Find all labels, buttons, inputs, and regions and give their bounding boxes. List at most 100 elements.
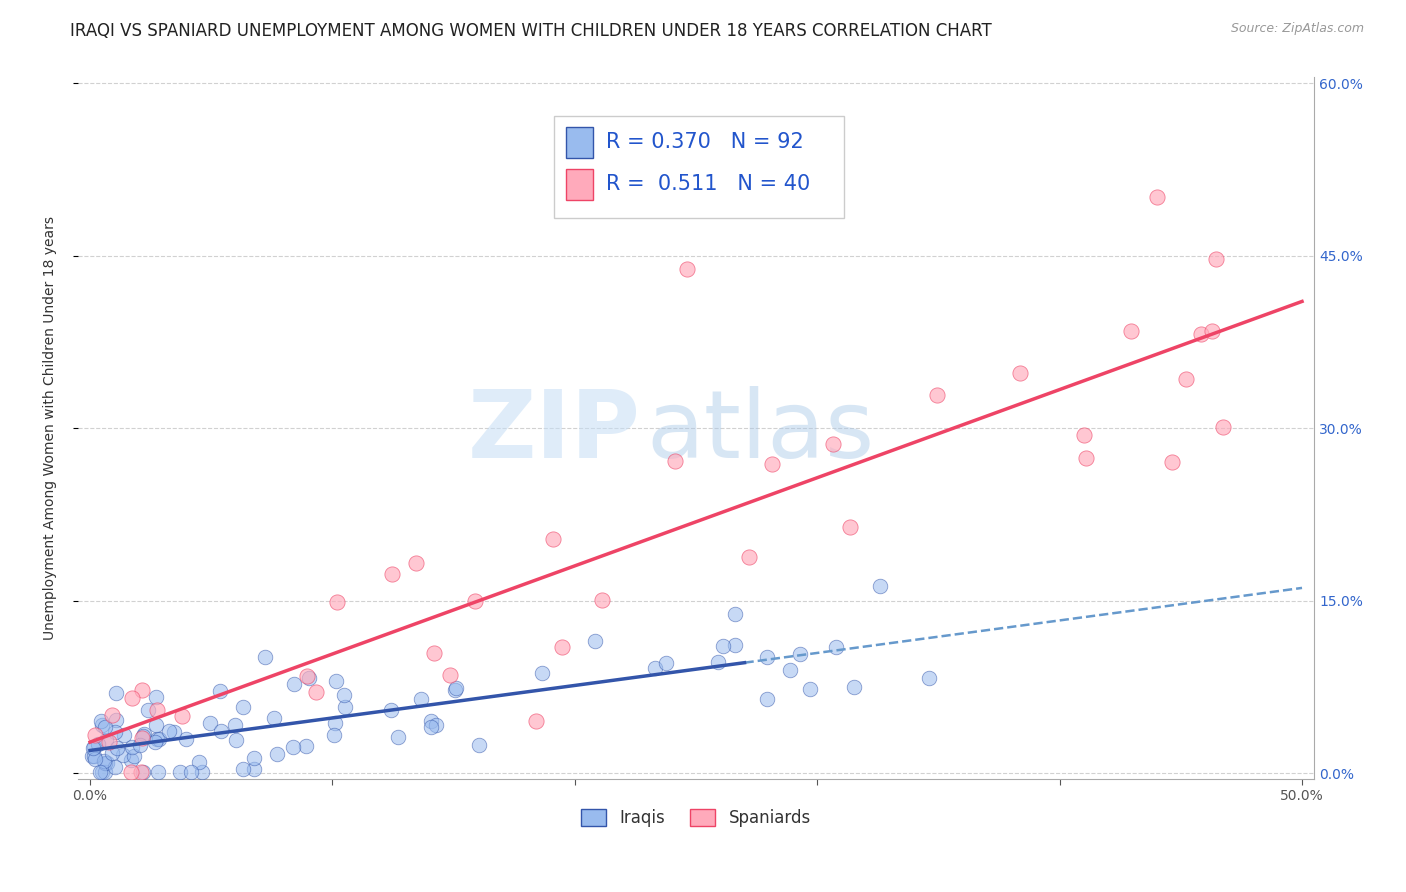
Point (446, 681, 468, 696)
Point (1201, 324, 1223, 338)
Point (464, 593, 486, 607)
Point (333, 700, 356, 714)
Point (82, 741, 104, 756)
Point (86, 737, 108, 751)
Point (1212, 419, 1234, 434)
Point (737, 549, 759, 564)
Point (82, 749, 104, 764)
Point (83, 728, 105, 742)
Point (823, 437, 845, 451)
Point (468, 738, 491, 752)
Point (326, 595, 349, 609)
Point (869, 579, 891, 593)
Point (263, 711, 285, 725)
Point (146, 731, 169, 746)
Point (1073, 427, 1095, 442)
Point (131, 731, 153, 745)
Point (295, 739, 318, 753)
Point (298, 671, 321, 685)
Point (842, 680, 865, 694)
Point (423, 646, 446, 660)
Point (779, 663, 801, 677)
Text: Source: ZipAtlas.com: Source: ZipAtlas.com (1230, 22, 1364, 36)
Point (136, 703, 159, 717)
Point (163, 725, 186, 739)
Point (132, 764, 155, 779)
Point (84, 752, 107, 766)
FancyBboxPatch shape (554, 116, 845, 218)
Point (927, 388, 949, 402)
Point (1205, 252, 1227, 267)
Point (1119, 324, 1142, 338)
Point (756, 649, 779, 664)
Text: ZIP: ZIP (468, 385, 640, 478)
Y-axis label: Unemployment Among Women with Children Under 18 years: Unemployment Among Women with Children U… (44, 216, 58, 640)
Point (101, 707, 124, 722)
Point (439, 667, 461, 681)
Point (96, 756, 118, 770)
Point (1160, 455, 1182, 469)
Point (664, 454, 686, 468)
Point (121, 691, 143, 706)
Point (724, 607, 747, 621)
Point (323, 728, 346, 742)
Point (232, 762, 254, 776)
Point (283, 676, 305, 690)
Point (387, 730, 409, 744)
Point (129, 764, 152, 779)
Text: R =  0.511   N = 40: R = 0.511 N = 40 (606, 174, 810, 194)
Point (94, 756, 117, 770)
Point (707, 655, 730, 669)
Point (96, 732, 118, 747)
Point (724, 638, 747, 652)
Point (409, 692, 432, 706)
Point (420, 720, 443, 734)
Point (420, 714, 443, 728)
Point (124, 748, 146, 763)
Text: R = 0.370   N = 92: R = 0.370 N = 92 (606, 132, 804, 152)
Point (83, 740, 105, 755)
Point (170, 709, 193, 723)
Point (104, 760, 127, 774)
Point (191, 764, 214, 779)
Point (1008, 366, 1031, 380)
Point (323, 716, 346, 731)
Point (530, 666, 553, 681)
Point (104, 725, 127, 739)
Point (180, 764, 202, 779)
Point (242, 750, 264, 764)
Point (524, 714, 547, 729)
Point (169, 764, 191, 779)
Point (143, 734, 166, 748)
Point (761, 457, 783, 471)
Point (93, 764, 115, 779)
Point (711, 640, 734, 654)
Point (112, 748, 135, 763)
Point (128, 738, 150, 752)
Point (134, 727, 156, 741)
Point (799, 681, 821, 696)
Text: IRAQI VS SPANIARD UNEMPLOYMENT AMONG WOMEN WITH CHILDREN UNDER 18 YEARS CORRELAT: IRAQI VS SPANIARD UNEMPLOYMENT AMONG WOM… (70, 22, 993, 40)
Point (405, 556, 427, 570)
Point (425, 718, 447, 732)
Point (120, 764, 142, 779)
Point (174, 731, 197, 746)
Point (131, 682, 153, 697)
Point (281, 739, 304, 754)
Point (112, 728, 135, 742)
Point (232, 700, 254, 714)
Point (105, 685, 128, 699)
Point (93, 754, 115, 768)
Point (824, 640, 846, 655)
Point (917, 671, 939, 685)
Point (644, 661, 666, 675)
Point (266, 747, 288, 762)
Point (1074, 450, 1097, 465)
Point (551, 640, 574, 655)
Point (297, 669, 319, 683)
Point (105, 740, 128, 755)
Point (145, 690, 167, 704)
Point (187, 756, 209, 770)
Point (101, 746, 124, 760)
Point (208, 684, 231, 698)
